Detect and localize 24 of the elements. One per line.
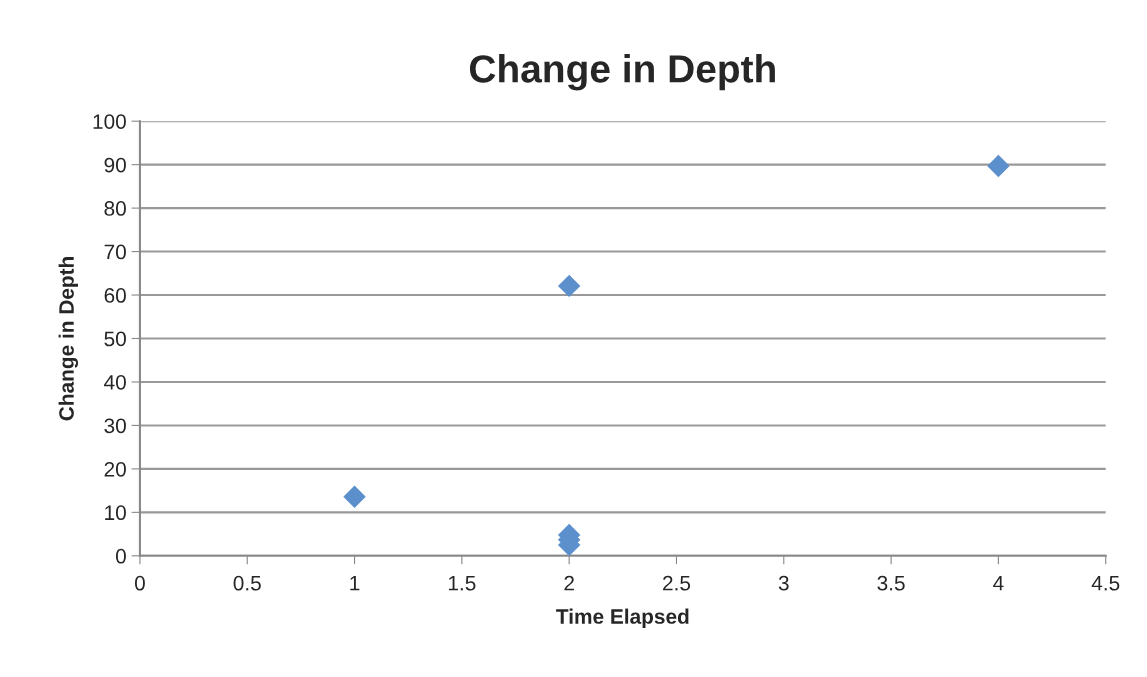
x-tick-label: 1.5 bbox=[448, 576, 476, 591]
x-tick-label: 2 bbox=[564, 575, 574, 591]
y-tick-label: 20 bbox=[104, 461, 126, 477]
y-tick-label: 10 bbox=[105, 505, 126, 521]
x-tick-label: 0.5 bbox=[233, 575, 261, 591]
x-axis-title: Time Elapsed bbox=[556, 608, 689, 628]
y-tick-label: 60 bbox=[104, 288, 126, 303]
chart-title: Change in Depth bbox=[469, 54, 775, 91]
x-tick-label: 3 bbox=[778, 575, 789, 591]
x-tick-label: 4 bbox=[993, 576, 1004, 591]
y-tick-label: 80 bbox=[104, 201, 126, 216]
x-tick-label: 1 bbox=[350, 576, 360, 591]
x-tick-label: 2.5 bbox=[663, 575, 691, 591]
y-tick-label: 100 bbox=[93, 114, 126, 129]
x-tick-label: 4.5 bbox=[1091, 576, 1120, 591]
x-tick-label: 0 bbox=[134, 575, 145, 591]
y-tick-label: 50 bbox=[104, 331, 126, 347]
y-tick-label: 40 bbox=[104, 374, 126, 390]
x-tick-label: 3.5 bbox=[877, 575, 905, 591]
y-tick-label: 0 bbox=[115, 548, 126, 564]
y-tick-label: 70 bbox=[104, 244, 126, 260]
y-tick-label: 30 bbox=[104, 418, 126, 434]
y-axis-title: Change in Depth bbox=[58, 257, 79, 421]
y-tick-label: 90 bbox=[104, 157, 126, 173]
